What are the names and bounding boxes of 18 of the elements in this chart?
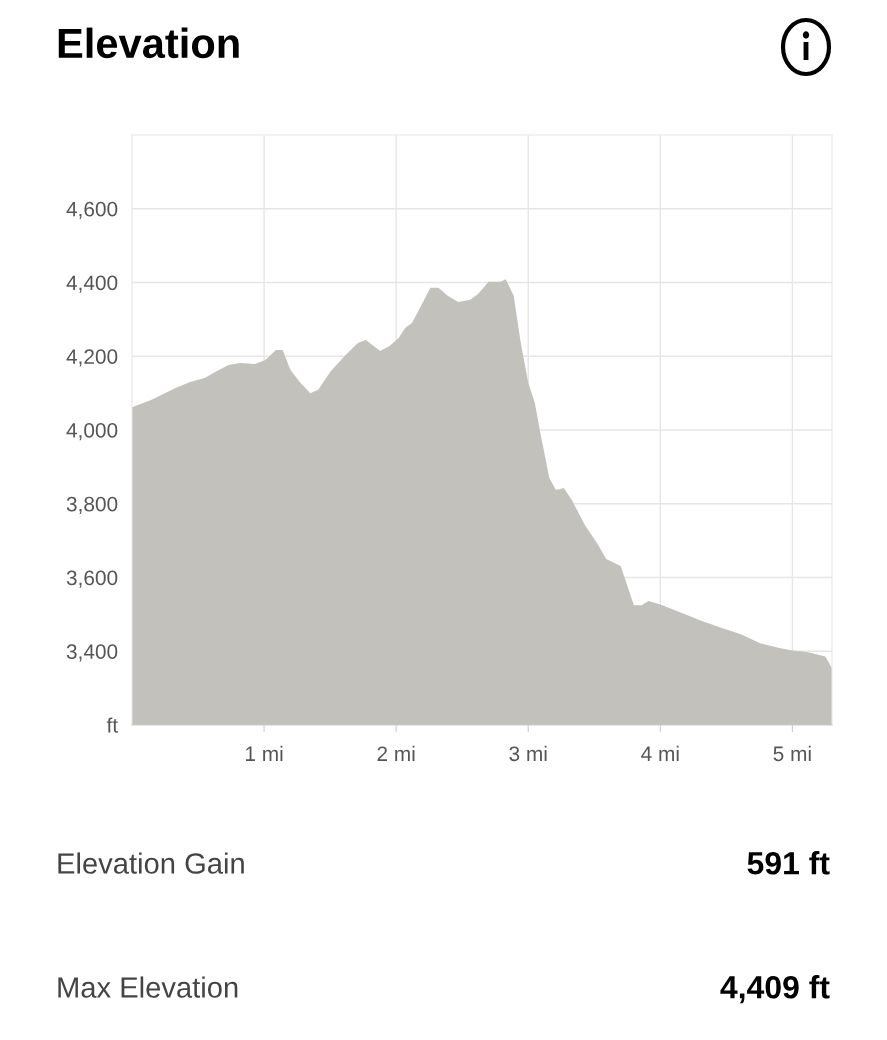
x-tick-label: 1 mi [245, 745, 283, 761]
x-tick-label: 4 mi [641, 745, 679, 761]
y-tick-label: 4,000 [66, 423, 118, 441]
text: Max Elevation [58, 976, 238, 998]
x-tick-label: 5 mi [773, 745, 811, 762]
y-tick-label: 4,600 [66, 201, 118, 219]
text: Elevation Gain [58, 852, 244, 874]
y-tick-label: ft [106, 717, 118, 733]
y-tick-label: 3,800 [66, 496, 118, 514]
text: 591 ft [747, 851, 830, 875]
y-tick-label: 4,400 [66, 275, 118, 293]
text: 4,409 ft [720, 975, 830, 1004]
chart-title: Elevation [58, 27, 239, 59]
y-tick-label: 3,600 [66, 570, 118, 588]
x-tick-label: 2 mi [377, 745, 415, 761]
y-tick-label: 3,400 [66, 644, 118, 662]
y-tick-label: 4,200 [66, 349, 118, 367]
x-tick-label: 3 mi [509, 745, 547, 762]
